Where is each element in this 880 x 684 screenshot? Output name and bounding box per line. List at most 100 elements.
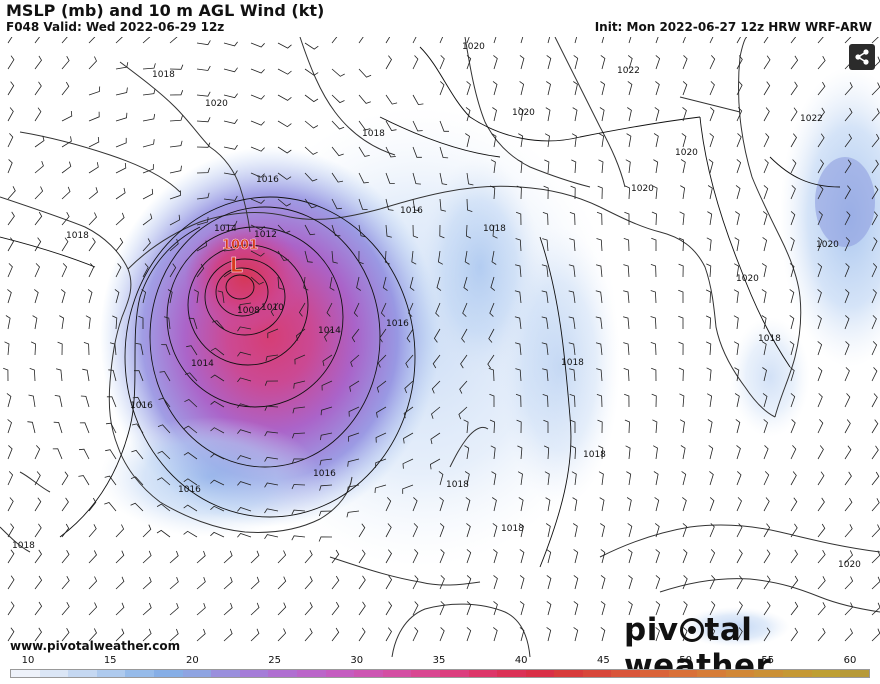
wind-barb (264, 380, 279, 386)
wind-barb (734, 237, 740, 252)
wind-barb (318, 536, 333, 542)
wind-barb (624, 419, 630, 434)
wind-barb (358, 68, 372, 78)
wind-barb (7, 186, 16, 200)
wind-barb (7, 159, 13, 174)
wind-barb (115, 237, 124, 252)
wind-barb (264, 431, 279, 437)
wind-barb (493, 575, 498, 590)
wind-barb (817, 133, 825, 148)
wind-barb (518, 107, 524, 122)
low-pressure-symbol: L (230, 253, 243, 277)
wind-barb (431, 380, 441, 394)
wind-barb (680, 185, 686, 200)
wind-barb (547, 37, 551, 44)
share-button[interactable] (849, 44, 875, 70)
colorbar-tick-label: 15 (103, 655, 117, 666)
isobar-label: 1016 (178, 485, 201, 495)
wind-barb (817, 523, 826, 538)
wind-barb (817, 445, 824, 460)
wind-barb (88, 602, 98, 616)
wind-barb (358, 523, 366, 538)
wind-barb (331, 120, 345, 130)
wind-barb (409, 276, 415, 291)
wind-barb (542, 368, 549, 382)
wind-barb (464, 471, 470, 486)
wind-barb (624, 393, 630, 408)
wind-barb (627, 107, 632, 122)
wind-barb (358, 37, 364, 44)
website-link[interactable]: www.pivotalweather.com (10, 639, 181, 653)
wind-barb (595, 316, 603, 330)
wind-barb (466, 549, 472, 564)
wind-barb (30, 341, 37, 356)
wind-barb (682, 107, 687, 122)
wind-barb (439, 55, 445, 70)
wind-barb (709, 107, 715, 122)
wind-barb (375, 458, 387, 468)
map-panel[interactable]: 1020 1018 1020 1022 1020 1018 1022 1018 … (0, 37, 880, 657)
wind-barb (709, 497, 715, 512)
wind-barb (790, 211, 796, 226)
wind-barb (115, 87, 128, 96)
wind-barb (163, 316, 171, 330)
wind-barb (34, 601, 43, 616)
wind-barb (705, 315, 712, 330)
wind-barb (790, 523, 798, 538)
wind-barb (568, 316, 576, 330)
wind-barb (88, 628, 97, 642)
wind-barb (519, 55, 525, 70)
wind-barb (196, 628, 206, 642)
wind-barb (277, 120, 292, 128)
wind-barb (183, 530, 198, 538)
wind-barb (358, 627, 366, 642)
wind-barb (516, 185, 522, 200)
wind-barb (515, 393, 522, 408)
weather-map[interactable]: 1020 1018 1020 1022 1020 1018 1022 1018 … (0, 37, 880, 657)
wind-barb (736, 627, 743, 642)
wind-barb (196, 40, 211, 46)
wind-barb (376, 380, 387, 393)
wind-barb (514, 316, 522, 330)
wind-barb (115, 137, 127, 148)
wind-barb (492, 81, 498, 96)
wind-barb (761, 289, 767, 304)
wind-barb (763, 81, 771, 96)
wind-barb (349, 380, 360, 392)
wind-barb (34, 237, 42, 252)
wind-barb (763, 601, 771, 616)
wind-barb (277, 576, 287, 590)
wind-barb (871, 602, 880, 616)
wind-barb (34, 55, 42, 70)
wind-barb (385, 497, 392, 512)
wind-barb (519, 627, 525, 642)
wind-barb (650, 342, 657, 356)
wind-barb (466, 627, 472, 642)
wind-barb (570, 445, 577, 460)
wind-barb (490, 276, 496, 291)
wind-barb (304, 250, 313, 263)
wind-barb (138, 315, 144, 329)
wind-barb (652, 185, 658, 200)
wind-barb (623, 368, 630, 382)
colorbar-tick-label: 50 (679, 655, 692, 666)
wind-barb (358, 172, 369, 184)
wind-barb (250, 94, 265, 100)
wind-barb (88, 550, 97, 564)
wind-barb (183, 478, 198, 486)
wind-barb (157, 450, 171, 460)
wind-barb (844, 471, 852, 486)
colorbar-swatch (125, 670, 154, 677)
wind-barb (546, 601, 552, 616)
wind-barb (331, 37, 338, 44)
wind-barb (53, 421, 63, 434)
isobar-label: 1020 (462, 42, 485, 52)
wind-barb (322, 354, 333, 367)
wind-barb (541, 316, 549, 330)
isobars (0, 46, 841, 568)
wind-barb (141, 289, 147, 304)
wind-barb (706, 237, 712, 252)
wind-barb (817, 550, 826, 564)
wind-barb (568, 342, 576, 356)
wind-barb (3, 367, 9, 382)
